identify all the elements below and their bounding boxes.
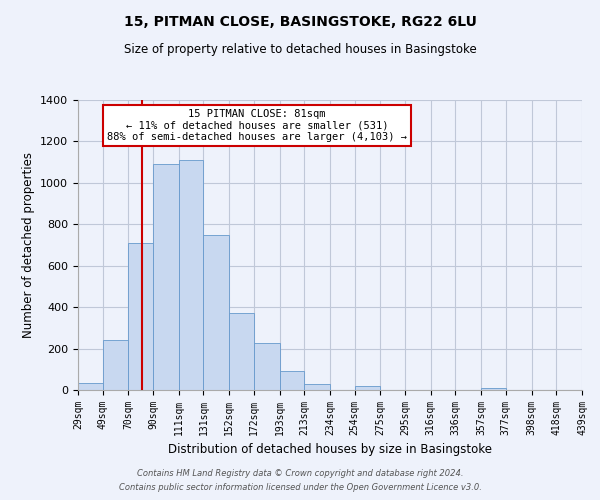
Bar	[304, 384, 330, 390]
Bar	[103, 340, 128, 390]
Text: 15 PITMAN CLOSE: 81sqm
← 11% of detached houses are smaller (531)
88% of semi-de: 15 PITMAN CLOSE: 81sqm ← 11% of detached…	[107, 108, 407, 142]
Bar	[203, 234, 229, 390]
Bar	[355, 386, 380, 390]
X-axis label: Distribution of detached houses by size in Basingstoke: Distribution of detached houses by size …	[168, 444, 492, 456]
Bar	[153, 164, 179, 390]
Bar	[254, 344, 280, 390]
Text: Contains public sector information licensed under the Open Government Licence v3: Contains public sector information licen…	[119, 484, 481, 492]
Text: Size of property relative to detached houses in Basingstoke: Size of property relative to detached ho…	[124, 42, 476, 56]
Bar	[128, 243, 153, 390]
Bar	[179, 160, 203, 390]
Text: Contains HM Land Registry data © Crown copyright and database right 2024.: Contains HM Land Registry data © Crown c…	[137, 468, 463, 477]
Bar	[229, 314, 254, 390]
Bar	[280, 372, 304, 390]
Bar	[481, 388, 506, 390]
Text: 15, PITMAN CLOSE, BASINGSTOKE, RG22 6LU: 15, PITMAN CLOSE, BASINGSTOKE, RG22 6LU	[124, 15, 476, 29]
Bar	[78, 383, 103, 390]
Y-axis label: Number of detached properties: Number of detached properties	[22, 152, 35, 338]
